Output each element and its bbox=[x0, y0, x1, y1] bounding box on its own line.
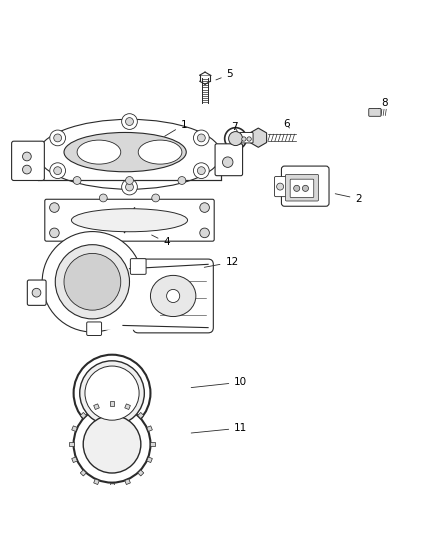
Circle shape bbox=[223, 157, 233, 167]
Text: 6: 6 bbox=[283, 119, 290, 129]
Text: 1: 1 bbox=[165, 119, 187, 136]
Circle shape bbox=[73, 176, 81, 184]
Circle shape bbox=[74, 406, 150, 482]
Circle shape bbox=[50, 163, 66, 179]
Circle shape bbox=[74, 354, 150, 432]
FancyBboxPatch shape bbox=[12, 141, 44, 181]
Ellipse shape bbox=[71, 209, 187, 232]
Polygon shape bbox=[69, 442, 74, 446]
Circle shape bbox=[126, 118, 134, 125]
Circle shape bbox=[126, 183, 134, 191]
Polygon shape bbox=[138, 413, 144, 418]
Circle shape bbox=[50, 130, 66, 146]
Polygon shape bbox=[110, 483, 114, 487]
Circle shape bbox=[122, 114, 138, 130]
Polygon shape bbox=[125, 404, 131, 409]
Circle shape bbox=[83, 415, 141, 473]
FancyBboxPatch shape bbox=[275, 176, 288, 197]
Ellipse shape bbox=[138, 140, 182, 164]
Polygon shape bbox=[151, 442, 155, 446]
Polygon shape bbox=[72, 457, 78, 463]
Circle shape bbox=[194, 130, 209, 146]
FancyBboxPatch shape bbox=[87, 322, 102, 335]
Circle shape bbox=[302, 185, 308, 191]
Circle shape bbox=[126, 176, 134, 184]
Text: 10: 10 bbox=[191, 377, 247, 387]
Polygon shape bbox=[94, 479, 99, 484]
Circle shape bbox=[198, 134, 205, 142]
FancyBboxPatch shape bbox=[99, 262, 160, 330]
Circle shape bbox=[49, 228, 59, 238]
Ellipse shape bbox=[64, 133, 186, 172]
Circle shape bbox=[64, 253, 121, 310]
Circle shape bbox=[277, 183, 284, 190]
FancyBboxPatch shape bbox=[215, 144, 243, 176]
FancyBboxPatch shape bbox=[45, 199, 214, 241]
Ellipse shape bbox=[38, 119, 221, 189]
Circle shape bbox=[54, 167, 62, 175]
Text: 12: 12 bbox=[204, 257, 239, 268]
Polygon shape bbox=[110, 401, 114, 406]
FancyBboxPatch shape bbox=[240, 133, 253, 143]
FancyBboxPatch shape bbox=[133, 259, 213, 333]
Polygon shape bbox=[147, 426, 152, 432]
Text: 5: 5 bbox=[216, 69, 233, 80]
Circle shape bbox=[247, 137, 251, 141]
FancyBboxPatch shape bbox=[282, 166, 329, 206]
FancyBboxPatch shape bbox=[286, 174, 318, 201]
Circle shape bbox=[42, 231, 143, 332]
Text: 4: 4 bbox=[152, 235, 170, 247]
Circle shape bbox=[152, 194, 159, 202]
Polygon shape bbox=[250, 128, 267, 147]
Circle shape bbox=[178, 176, 186, 184]
Circle shape bbox=[194, 163, 209, 179]
FancyBboxPatch shape bbox=[27, 280, 46, 305]
Circle shape bbox=[22, 165, 31, 174]
Circle shape bbox=[166, 289, 180, 303]
Circle shape bbox=[22, 152, 31, 161]
Circle shape bbox=[85, 366, 139, 420]
Circle shape bbox=[55, 245, 130, 319]
Circle shape bbox=[242, 137, 246, 141]
Polygon shape bbox=[80, 470, 86, 476]
Polygon shape bbox=[94, 404, 99, 409]
Text: 7: 7 bbox=[231, 122, 237, 132]
Circle shape bbox=[99, 194, 107, 202]
Ellipse shape bbox=[77, 140, 121, 164]
Polygon shape bbox=[72, 426, 78, 432]
Circle shape bbox=[293, 185, 300, 191]
Circle shape bbox=[225, 128, 247, 149]
Circle shape bbox=[198, 167, 205, 175]
Polygon shape bbox=[138, 470, 144, 476]
Circle shape bbox=[32, 288, 41, 297]
Circle shape bbox=[49, 203, 59, 212]
Polygon shape bbox=[147, 457, 152, 463]
Circle shape bbox=[229, 132, 243, 146]
Text: 11: 11 bbox=[191, 423, 247, 433]
Text: 8: 8 bbox=[379, 98, 388, 108]
FancyBboxPatch shape bbox=[290, 179, 314, 198]
FancyBboxPatch shape bbox=[131, 259, 146, 274]
Circle shape bbox=[200, 228, 209, 238]
Polygon shape bbox=[125, 479, 131, 484]
Circle shape bbox=[200, 203, 209, 212]
Ellipse shape bbox=[150, 276, 196, 317]
Circle shape bbox=[122, 179, 138, 195]
Circle shape bbox=[80, 361, 145, 425]
Text: 2: 2 bbox=[335, 193, 362, 204]
Circle shape bbox=[54, 134, 62, 142]
Polygon shape bbox=[80, 413, 86, 418]
FancyBboxPatch shape bbox=[369, 108, 381, 116]
